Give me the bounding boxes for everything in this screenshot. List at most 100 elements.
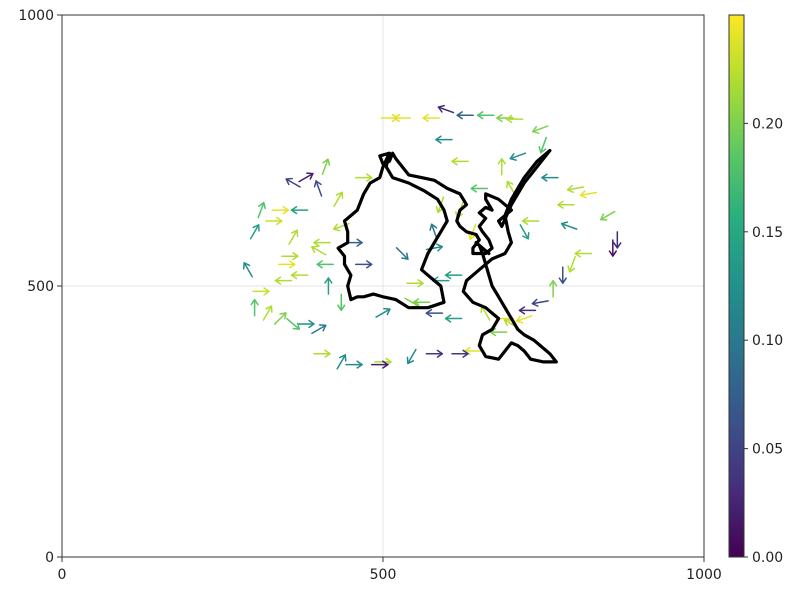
arrow-head [425, 308, 433, 318]
arrow-mark [470, 184, 489, 193]
arrow-head [366, 260, 373, 269]
arrow-mark [566, 184, 585, 194]
arrow-mark [444, 271, 463, 280]
arrow-mark [541, 173, 559, 182]
colorbar-tick-label: 0.10 [752, 333, 783, 349]
arrow-head [285, 177, 293, 186]
arrow-head [258, 201, 266, 210]
arrow-head [306, 172, 314, 180]
arrow-mark [313, 349, 331, 358]
arrow-mark [574, 249, 593, 258]
arrow-head [290, 271, 298, 280]
arrow-mark [579, 190, 598, 199]
trajectory-path [336, 148, 558, 364]
arrow-head [339, 354, 347, 362]
arrow-head [337, 304, 346, 312]
x-tick-label: 500 [370, 567, 397, 583]
arrow-mark [608, 239, 617, 257]
arrow-head [518, 306, 526, 315]
arrow-shaft [288, 229, 298, 245]
arrow-head [383, 307, 391, 316]
arrow-mark [435, 135, 453, 144]
arrow-mark [242, 262, 253, 278]
arrow-head [366, 173, 373, 182]
arrow-head [558, 277, 567, 284]
arrow-shaft [311, 246, 327, 256]
arrow-mark [273, 312, 287, 325]
arrow-head [290, 229, 299, 238]
arrow-head [509, 153, 517, 161]
y-tick-label: 1000 [18, 8, 54, 24]
arrow-mark [444, 314, 463, 323]
arrow-head [322, 158, 331, 166]
arrow-shaft [566, 186, 585, 191]
arrow-head [276, 216, 283, 226]
arrow-head [290, 205, 298, 215]
arrow-head [292, 322, 300, 330]
arrow-mark [290, 205, 309, 215]
arrow-mark [288, 229, 299, 245]
arrow-mark [496, 113, 514, 123]
arrow-mark [297, 319, 315, 329]
arrow-mark [558, 266, 567, 284]
arrow-mark [519, 224, 530, 240]
arrow-head [532, 125, 540, 134]
arrow-mark [567, 256, 576, 273]
arrow-head [250, 298, 259, 306]
arrow-shaft [249, 224, 260, 240]
arrow-head [451, 157, 458, 166]
arrow-shaft [407, 348, 417, 365]
arrow-head [557, 200, 564, 209]
arrow-head [600, 213, 608, 221]
x-tick-label: 0 [58, 567, 67, 583]
arrow-shaft [404, 297, 420, 308]
arrow-head [579, 190, 587, 199]
arrow-mark [333, 191, 344, 207]
arrow-head [313, 180, 322, 188]
arrow-mark [345, 360, 363, 369]
arrow-shaft [469, 223, 477, 241]
arrow-mark [274, 276, 293, 285]
colorbar-tick-label: 0.05 [752, 442, 783, 458]
arrow-head [503, 318, 512, 327]
arrow-head [435, 205, 444, 213]
arrow-mark [250, 298, 259, 317]
arrow-head [356, 360, 363, 369]
arrow-head [242, 262, 251, 270]
arrow-head [282, 205, 290, 215]
arrow-head [574, 249, 582, 258]
arrow-mark [600, 210, 616, 221]
arrow-head [566, 184, 574, 194]
arrow-mark [422, 113, 440, 123]
arrow-shaft [560, 222, 578, 230]
grid [62, 15, 704, 557]
arrow-shaft [336, 354, 347, 370]
arrow-shaft [395, 247, 409, 260]
arrow-shaft [321, 158, 329, 176]
arrow-mark [393, 113, 412, 123]
arrow-shaft [509, 152, 527, 160]
arrow-mark [497, 158, 506, 176]
arrow-head [531, 298, 539, 307]
arrow-mark [252, 287, 270, 296]
arrow-mark [249, 224, 260, 240]
arrow-shaft [600, 210, 616, 221]
arrow-mark [613, 231, 622, 249]
y-tick-label: 500 [27, 279, 54, 295]
arrow-head [263, 287, 270, 296]
arrow-mark [505, 114, 524, 124]
arrow-head [444, 271, 452, 280]
arrow-shaft [568, 256, 576, 273]
arrow-mark [451, 157, 469, 166]
arrow-mark [313, 238, 331, 247]
arrow-shaft [515, 315, 533, 323]
arrow-head [506, 180, 514, 189]
arrow-mark [298, 172, 314, 183]
arrow-shaft [285, 178, 301, 188]
colorbar-tick-label: 0.20 [752, 116, 783, 132]
arrow-head [265, 305, 273, 313]
arrow-head [567, 265, 576, 273]
arrow-mark [371, 360, 389, 369]
colorbar-tick-label: 0.00 [752, 550, 783, 566]
arrow-mark [313, 180, 323, 197]
